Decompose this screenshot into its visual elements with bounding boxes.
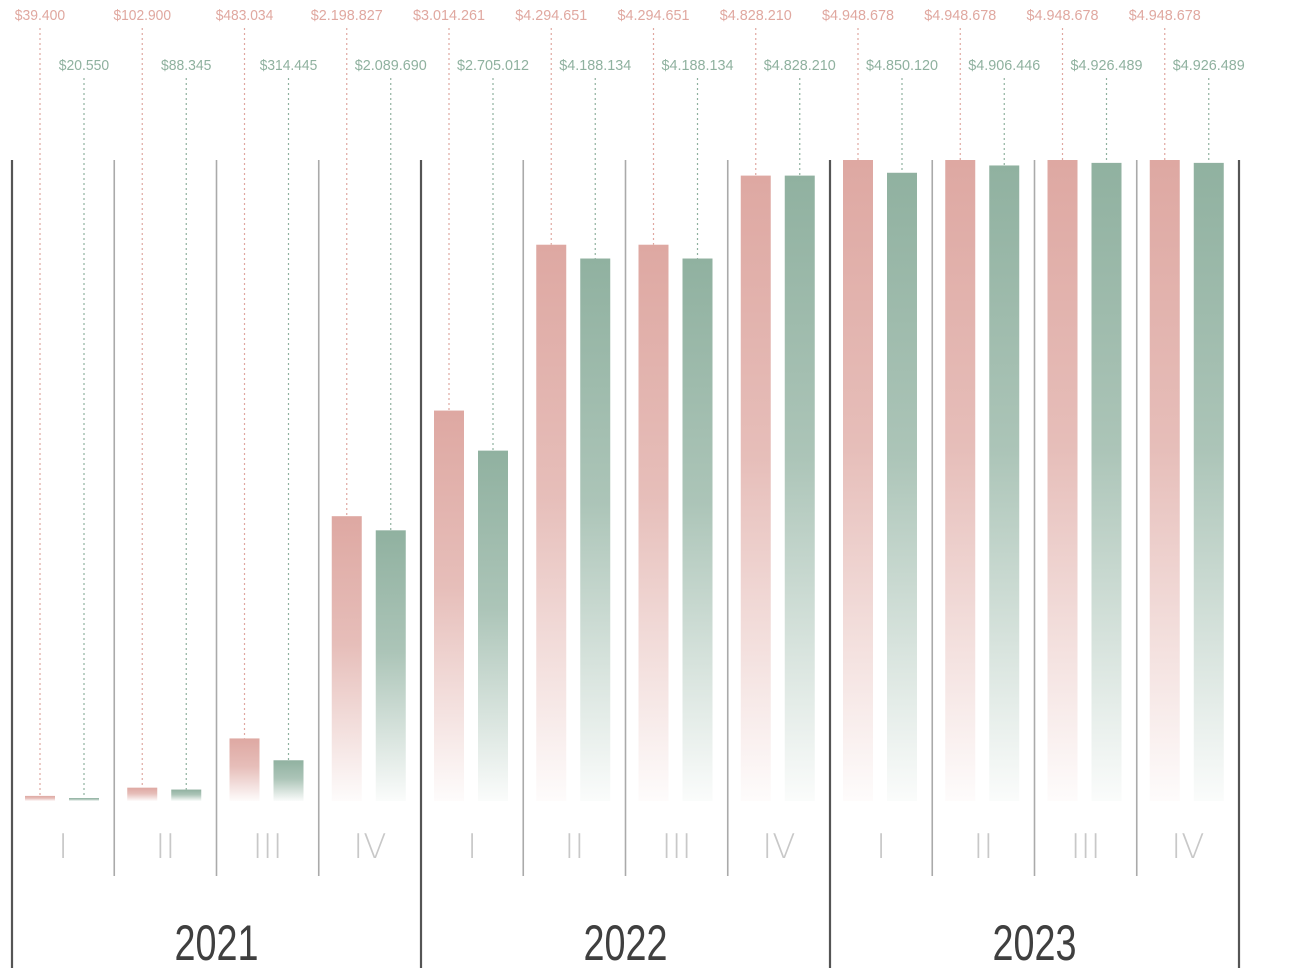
bar-series-b: [478, 451, 508, 801]
value-label-series-a: $4.294.651: [515, 7, 587, 24]
bar-series-b: [274, 760, 304, 801]
value-label-series-b: $4.188.134: [559, 57, 631, 74]
bar-series-b: [580, 259, 610, 801]
value-label-series-b: $4.926.489: [1071, 57, 1143, 74]
bar-series-a: [127, 788, 157, 801]
value-label-series-a: $483.034: [216, 7, 274, 24]
quarter-label: III: [1071, 827, 1101, 867]
bar-series-b: [171, 790, 201, 801]
value-label-series-b: $4.828.210: [764, 57, 836, 74]
value-label-series-b: $4.926.489: [1173, 57, 1245, 74]
bar-series-a: [332, 516, 362, 801]
year-labels: 2021 2022 2023: [175, 915, 1077, 971]
quarter-label: III: [253, 827, 283, 867]
quarter-label: IV: [1171, 827, 1204, 867]
bar-series-a: [1150, 160, 1180, 801]
quarter-label: II: [155, 827, 175, 867]
bar-series-a: [945, 160, 975, 801]
value-label-series-a: $4.948.678: [1129, 7, 1201, 24]
bar-series-a: [434, 411, 464, 801]
bars: [25, 160, 1224, 801]
bar-series-b: [887, 173, 917, 801]
bar-series-a: [536, 245, 566, 801]
bar-series-b: [1194, 163, 1224, 801]
value-label-series-a: $3.014.261: [413, 7, 485, 24]
quarter-label: II: [564, 827, 584, 867]
value-label-series-a: $4.948.678: [924, 7, 996, 24]
quarter-labels: I II III IV I II III IV I II III IV: [58, 827, 1204, 867]
quarter-label: I: [467, 827, 477, 867]
value-label-series-b: $4.906.446: [968, 57, 1040, 74]
value-labels: $39.400 $102.900 $483.034 $2.198.827 $3.014.…: [15, 7, 1245, 74]
bar-series-b: [376, 530, 406, 801]
bar-series-b: [1092, 163, 1122, 801]
year-label: 2021: [175, 915, 259, 971]
value-label-series-a: $4.828.210: [720, 7, 792, 24]
quarter-label: IV: [353, 827, 386, 867]
bar-series-a: [230, 738, 260, 801]
bar-series-b: [69, 798, 99, 801]
leader-lines: [40, 28, 1209, 798]
value-label-series-b: $4.850.120: [866, 57, 938, 74]
bar-series-a: [1048, 160, 1078, 801]
quarter-label: I: [876, 827, 886, 867]
value-label-series-a: $4.948.678: [1027, 7, 1099, 24]
bar-series-b: [785, 176, 815, 801]
bar-series-b: [989, 165, 1019, 801]
quarter-label: I: [58, 827, 68, 867]
bar-series-a: [25, 796, 55, 801]
value-label-series-a: $39.400: [15, 7, 65, 24]
value-label-series-b: $88.345: [161, 57, 211, 74]
value-label-series-a: $4.294.651: [618, 7, 690, 24]
quarter-label: II: [973, 827, 993, 867]
quarter-label: III: [662, 827, 692, 867]
year-label: 2022: [584, 915, 668, 971]
value-label-series-b: $4.188.134: [662, 57, 734, 74]
bar-series-a: [843, 160, 873, 801]
value-label-series-b: $20.550: [59, 57, 109, 74]
value-label-series-b: $2.705.012: [457, 57, 529, 74]
bar-series-a: [639, 245, 669, 801]
value-label-series-a: $102.900: [113, 7, 171, 24]
value-label-series-a: $2.198.827: [311, 7, 383, 24]
value-label-series-a: $4.948.678: [822, 7, 894, 24]
year-label: 2023: [993, 915, 1077, 971]
quarter-label: IV: [762, 827, 795, 867]
bar-series-b: [683, 259, 713, 801]
bar-series-a: [741, 176, 771, 801]
value-label-series-b: $314.445: [260, 57, 318, 74]
value-label-series-b: $2.089.690: [355, 57, 427, 74]
